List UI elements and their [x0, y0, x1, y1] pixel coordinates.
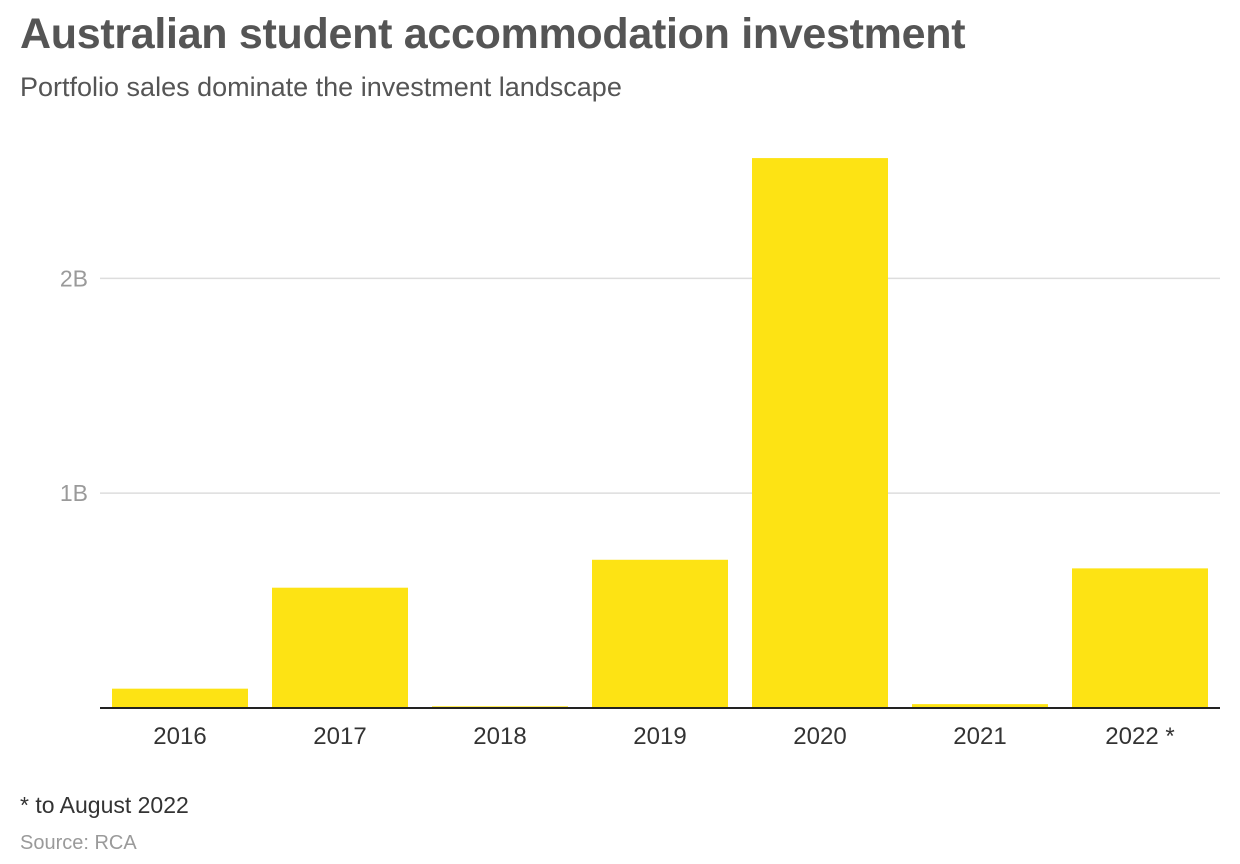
x-axis-ticks: 2016 2017 2018 2019 2020 2021 2022 *: [153, 723, 1174, 750]
x-tick-label: 2019: [633, 723, 686, 750]
bar-2022: [1072, 568, 1208, 708]
y-tick-label: 1B: [60, 480, 88, 506]
x-tick-label: 2021: [953, 723, 1006, 750]
x-tick-label: 2022 *: [1105, 723, 1174, 750]
bar-2017: [272, 587, 408, 708]
y-tick-label: 2B: [60, 265, 88, 291]
gridlines: [100, 277, 1220, 494]
bar-2019: [592, 559, 728, 708]
bars: [112, 158, 1208, 708]
bar-2016: [112, 688, 248, 708]
bar-2021: [912, 704, 1048, 708]
footnote: * to August 2022: [20, 792, 189, 818]
bar-2020: [752, 158, 888, 708]
chart-subtitle: Portfolio sales dominate the investment …: [20, 72, 622, 102]
x-tick-label: 2020: [793, 723, 846, 750]
x-tick-label: 2016: [153, 723, 206, 750]
y-axis-ticks: 1B 2B: [60, 265, 88, 506]
x-tick-label: 2018: [473, 723, 526, 750]
source-note: Source: RCA: [20, 832, 137, 854]
x-tick-label: 2017: [313, 723, 366, 750]
chart-title: Australian student accommodation investm…: [20, 10, 966, 58]
